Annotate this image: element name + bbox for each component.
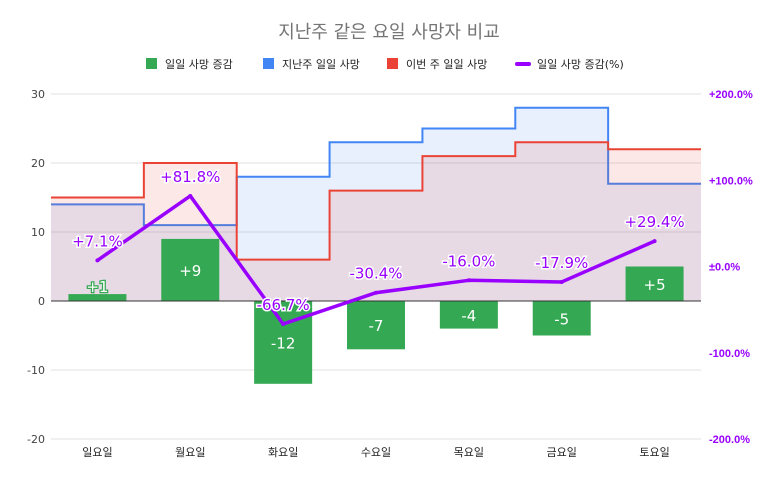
last-week-area-line [51, 106, 701, 227]
legend-swatch-this_week [387, 58, 398, 69]
percent-point-0 [95, 258, 100, 263]
this-week-area-line [51, 141, 701, 261]
percent-label-1: +81.8% [160, 168, 220, 186]
legend-swatch-last_week [263, 58, 274, 69]
y-right-tick-4: -200.0% [709, 434, 750, 446]
percent-point-2 [281, 322, 286, 327]
x-tick-1: 월요일 [175, 445, 205, 459]
x-tick-2: 화요일 [268, 445, 298, 459]
bar-0 [68, 294, 127, 301]
percent-point-1 [188, 193, 193, 198]
bar-label-4: -4 [461, 307, 476, 325]
y-right-tick-3: -100.0% [709, 348, 750, 360]
bar-label-2: -12 [271, 334, 296, 352]
data-labels: +1 +9 -12 -7 -4 -5 +5 +7.1% +81.8% -66.7% -30.4% -1… [71, 166, 687, 352]
y-right-tick-1: +100.0% [709, 175, 753, 187]
bar-5 [532, 301, 591, 336]
legend-label-last_week: 지난주 일일 사망 [282, 57, 360, 71]
bar-3 [347, 301, 405, 350]
percent-point-5 [559, 279, 564, 284]
bar-4 [439, 301, 498, 329]
bar-label-0: +1 [86, 278, 108, 296]
bar-6 [625, 266, 684, 301]
chart-title: 지난주 같은 요일 사망자 비교 [278, 22, 500, 43]
axes: 30 20 10 0 -10 -20 +200.0% +100.0% ±0.0% -100.0% -… [27, 88, 753, 459]
percent-label-6: +29.4% [624, 213, 684, 231]
legend-label-increase: 일일 사망 증감 [165, 57, 233, 71]
bars [68, 238, 684, 384]
percent-label-3: -30.4% [349, 265, 402, 283]
y-left-tick-5: -20 [27, 433, 45, 446]
y-left-tick-3: 0 [38, 295, 45, 308]
legend-label-pct: 일일 사망 증감(%) [537, 57, 624, 71]
y-left-tick-1: 20 [31, 157, 45, 170]
bar-label-1: +9 [179, 262, 201, 280]
percent-label-2: -66.7% [257, 296, 310, 314]
x-tick-0: 일요일 [82, 445, 112, 459]
x-tick-4: 목요일 [454, 445, 484, 459]
percent-label-0: +7.1% [72, 232, 123, 250]
y-right-tick-2: ±0.0% [709, 262, 740, 274]
percent-point-6 [652, 239, 657, 244]
percent-label-5: -17.9% [535, 254, 588, 272]
x-tick-6: 토요일 [639, 445, 669, 459]
bar-label-6: +5 [644, 276, 666, 294]
x-tick-5: 금요일 [547, 445, 577, 459]
y-left-tick-4: -10 [27, 364, 45, 377]
bar-1 [161, 238, 220, 301]
percent-line [95, 193, 657, 327]
legend-swatch-pct [515, 62, 531, 66]
bar-label-5: -5 [554, 310, 569, 328]
legend-swatch-increase [146, 58, 157, 69]
bar-label-3: -7 [369, 317, 384, 335]
percent-point-4 [466, 278, 471, 283]
y-left-tick-0: 30 [31, 88, 45, 101]
legend: 일일 사망 증감 지난주 일일 사망 이번 주 일일 사망 일일 사망 증감(%) [146, 57, 624, 71]
percent-label-4: -16.0% [442, 252, 495, 270]
y-right-tick-0: +200.0% [709, 89, 753, 101]
percent-point-3 [374, 290, 378, 295]
y-left-tick-2: 10 [31, 226, 45, 239]
bar-2 [254, 301, 313, 384]
x-tick-3: 수요일 [361, 445, 391, 459]
legend-label-this_week: 이번 주 일일 사망 [406, 57, 487, 71]
